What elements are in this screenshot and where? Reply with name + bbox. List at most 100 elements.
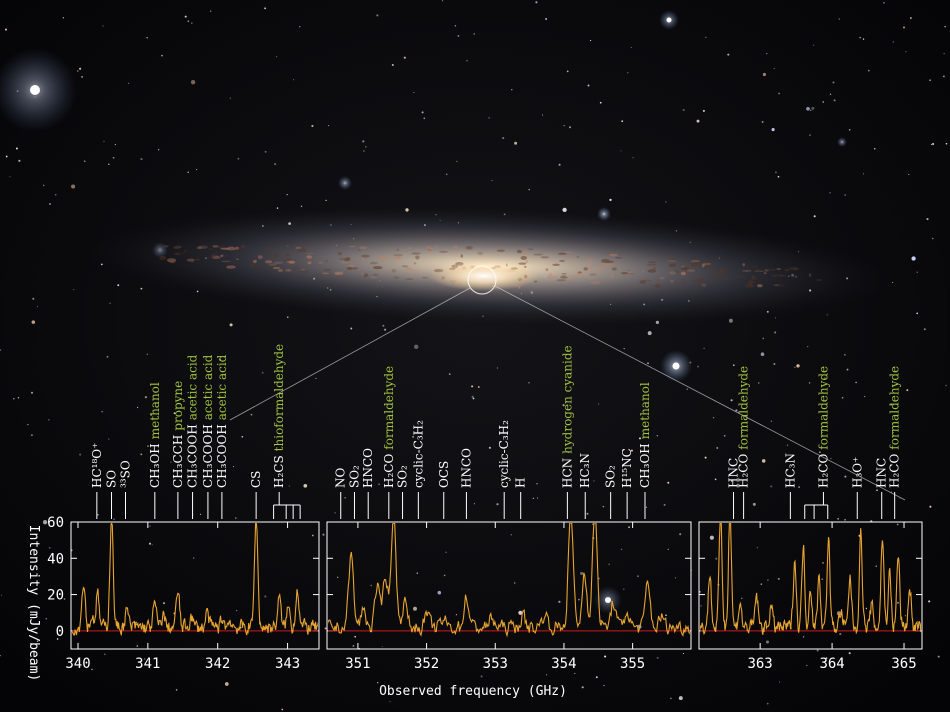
- spectrum-series: [72, 523, 318, 636]
- molecule-name: formaldehyde: [737, 366, 751, 450]
- molecule-formula: CS: [249, 471, 263, 488]
- molecule-formula: H₂CO: [382, 454, 396, 488]
- line-label-3-7: H₂CO formaldehyde: [888, 366, 902, 519]
- line-label-3-1: HNC: [727, 458, 741, 519]
- molecule-formula: SO₂: [396, 465, 410, 488]
- line-label-text: cyclic-C₃H₂: [411, 420, 425, 488]
- line-label-2-1: NO: [334, 468, 348, 519]
- line-label-2-10: H: [514, 478, 528, 519]
- molecule-formula: HNC: [875, 458, 889, 488]
- x-tick-label: 353: [483, 656, 508, 672]
- line-label-3-5: H₃O⁺: [850, 457, 864, 519]
- line-label-3-6: HNC: [875, 458, 889, 519]
- molecule-formula: H₂CO: [888, 454, 902, 488]
- panel-frame: [698, 521, 923, 650]
- line-label-2-6: cyclic-C₃H₂: [411, 420, 425, 519]
- line-label-2-2: SO₂: [348, 465, 362, 519]
- line-label-text: SO₂: [396, 465, 410, 488]
- line-label-text: HCN hydrogen cyanide: [560, 345, 574, 488]
- line-label-text: SO: [105, 470, 119, 488]
- molecule-formula: H₃O⁺: [850, 457, 864, 488]
- molecule-formula: SO: [105, 470, 119, 488]
- line-label-2-11: HCN hydrogen cyanide: [560, 345, 574, 519]
- y-tick-label: 20: [47, 588, 64, 604]
- line-label-text: CH₃OH methanol: [638, 382, 652, 488]
- molecule-name: formaldehyde: [816, 366, 830, 450]
- line-label-1-7: CH₃COOH acetic acid: [201, 354, 215, 519]
- molecule-formula: HNCO: [361, 448, 375, 488]
- line-label-text: HNC: [727, 458, 741, 488]
- line-label-text: CS: [249, 471, 263, 488]
- line-label-2-12: HC₃N: [578, 453, 592, 519]
- line-label-3-4: H₂CO formaldehyde: [804, 366, 830, 519]
- molecule-name: formaldehyde: [888, 366, 902, 450]
- molecule-formula: NO: [334, 468, 348, 489]
- molecule-name: methanol: [148, 382, 162, 439]
- line-label-1-3: ³³SO: [119, 460, 133, 519]
- x-tick-label: 343: [275, 656, 300, 672]
- line-label-2-13: SO₂: [604, 465, 618, 519]
- line-label-1-8: CH₃COOH acetic acid: [215, 354, 229, 519]
- x-tick-label: 340: [65, 656, 90, 672]
- molecule-formula: SO₂: [348, 465, 362, 488]
- molecule-name: methanol: [638, 382, 652, 439]
- line-label-text: HC₃N: [578, 453, 592, 488]
- line-label-text: HNCO: [361, 448, 375, 488]
- molecule-name: hydrogen cyanide: [560, 345, 574, 453]
- molecule-formula: H: [514, 478, 528, 488]
- line-label-2-3: HNCO: [361, 448, 375, 519]
- line-label-1-1: HC¹⁸O⁺: [90, 443, 104, 519]
- molecule-formula: ³³SO: [119, 460, 133, 488]
- line-label-text: CH₃COOH acetic acid: [186, 354, 200, 488]
- spectrum-chart: 0 20 40 60 Intensity (mJy/beam) Observed freq…: [26, 344, 923, 699]
- line-label-2-7: OCS: [437, 461, 451, 519]
- line-label-text: H₂CO formaldehyde: [816, 366, 830, 488]
- molecule-name: acetic acid: [215, 354, 229, 420]
- line-label-text: H₂CS thioformaldehyde: [272, 344, 286, 488]
- molecule-name: formaldehyde: [382, 366, 396, 450]
- line-label-text: SO₂: [348, 465, 362, 488]
- line-label-text: H₂CO formaldehyde: [737, 366, 751, 488]
- molecule-formula: CH₃COOH: [201, 424, 215, 488]
- line-label-text: ³³SO: [119, 460, 133, 488]
- molecule-formula: SO₂: [604, 465, 618, 488]
- y-tick-label: 60: [47, 515, 64, 531]
- molecule-formula: HCN: [560, 458, 574, 488]
- line-label-text: H: [514, 478, 528, 488]
- line-label-1-6: CH₃COOH acetic acid: [186, 354, 200, 519]
- molecule-name: thioformaldehyde: [272, 344, 286, 451]
- line-label-2-5: SO₂: [396, 465, 410, 519]
- molecule-name: acetic acid: [186, 354, 200, 420]
- line-label-text: CH₃COOH acetic acid: [201, 354, 215, 488]
- line-label-text: H₂CO formaldehyde: [382, 366, 396, 488]
- line-label-text: H₃O⁺: [850, 457, 864, 488]
- spectrum-series: [328, 523, 690, 638]
- line-label-text: H¹⁵NC: [620, 448, 634, 488]
- molecule-formula: OCS: [437, 461, 451, 488]
- line-label-text: CH₃CCH propyne: [171, 381, 185, 488]
- x-tick-label: 363: [747, 656, 772, 672]
- line-label-2-9: cyclic-C₃H₂: [497, 420, 511, 519]
- line-label-text: NO: [334, 468, 348, 489]
- molecule-formula: HC₃N: [783, 453, 797, 488]
- molecule-formula: HC₃N: [578, 453, 592, 488]
- x-tick-label: 342: [205, 656, 230, 672]
- molecule-formula: cyclic-C₃H₂: [497, 420, 511, 488]
- line-label-1-10: H₂CS thioformaldehyde: [272, 344, 301, 519]
- x-tick-label: 364: [819, 656, 844, 672]
- molecule-formula: CH₃OH: [148, 443, 162, 488]
- x-axis-label: Observed frequency (GHz): [379, 684, 567, 699]
- line-label-3-2: H₂CO formaldehyde: [737, 366, 751, 519]
- molecule-formula: cyclic-C₃H₂: [411, 420, 425, 488]
- spectrum-series: [700, 523, 921, 635]
- molecule-formula: CH₃COOH: [186, 424, 200, 488]
- molecule-name: propyne: [171, 381, 185, 431]
- line-label-1-2: SO: [105, 470, 119, 519]
- x-tick-label: 365: [891, 656, 916, 672]
- molecule-formula: CH₃COOH: [215, 424, 229, 488]
